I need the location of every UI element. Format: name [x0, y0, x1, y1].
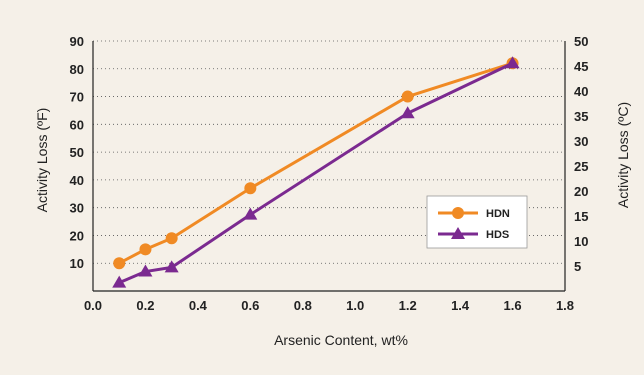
y-right-tick-label: 20	[574, 184, 588, 199]
data-point-hdn	[139, 243, 152, 256]
y-right-tick-label: 15	[574, 209, 588, 224]
y-right-tick-label: 25	[574, 159, 588, 174]
data-point-hdn	[165, 232, 178, 245]
y-right-tick-label: 50	[574, 34, 588, 49]
y-left-tick-label: 60	[70, 117, 84, 132]
series-line-hds	[118, 61, 514, 285]
series-layer	[112, 56, 520, 288]
y-right-tick-label: 40	[574, 84, 588, 99]
y-left-tick-label: 40	[70, 173, 84, 188]
axes	[92, 41, 566, 292]
data-point-hds	[400, 106, 415, 119]
data-point-hds	[243, 207, 258, 220]
legend-marker-hds	[451, 227, 465, 239]
y-left-tick-label: 50	[70, 145, 84, 160]
x-tick-label: 0.2	[136, 298, 154, 313]
y-axis-right-title: Activity Loss (ºC)	[615, 102, 631, 208]
x-axis-title: Arsenic Content, wt%	[274, 332, 408, 348]
data-point-hds	[112, 275, 127, 288]
x-tick-label: 0.8	[294, 298, 312, 313]
data-point-hdn	[401, 90, 414, 103]
y-left-tick-label: 70	[70, 90, 84, 105]
legend-label-hds: HDS	[486, 229, 509, 241]
x-tick-label: 1.6	[504, 298, 522, 313]
y-left-tick-label: 20	[70, 228, 84, 243]
x-tick-label: 1.2	[399, 298, 417, 313]
y-right-tick-label: 45	[574, 59, 588, 74]
y-right-tick-label: 5	[574, 259, 581, 274]
x-tick-label: 0.4	[189, 298, 208, 313]
legend-label-hdn: HDN	[486, 208, 510, 220]
x-tick-label: 1.4	[451, 298, 470, 313]
y-left-tick-label: 10	[70, 256, 84, 271]
tick-labels: 0.0 0.2 0.4 0.6 0.8 1.0 1.2 1.4 1.6 1.8 10 20 30 40 50…	[70, 34, 589, 313]
y-left-tick-label: 30	[70, 201, 84, 216]
x-tick-label: 0.0	[84, 298, 102, 313]
y-right-tick-label: 10	[574, 234, 588, 249]
legend-box	[426, 195, 528, 249]
data-point-hdn	[113, 257, 126, 270]
data-point-hdn	[244, 182, 257, 195]
y-right-tick-label: 30	[574, 134, 588, 149]
x-tick-label: 1.0	[346, 298, 364, 313]
legend: HDN HDS	[426, 195, 528, 249]
gridlines	[93, 40, 565, 264]
x-tick-label: 1.8	[556, 298, 574, 313]
data-point-hds	[164, 260, 179, 273]
x-tick-label: 0.6	[241, 298, 259, 313]
legend-marker-hdn	[452, 207, 464, 219]
y-left-tick-label: 90	[70, 34, 84, 49]
y-right-tick-label: 35	[574, 109, 588, 124]
y-left-tick-label: 80	[70, 62, 84, 77]
data-point-hds	[505, 56, 520, 69]
data-point-hds	[138, 264, 153, 277]
y-axis-left-title: Activity Loss (ºF)	[34, 108, 50, 213]
